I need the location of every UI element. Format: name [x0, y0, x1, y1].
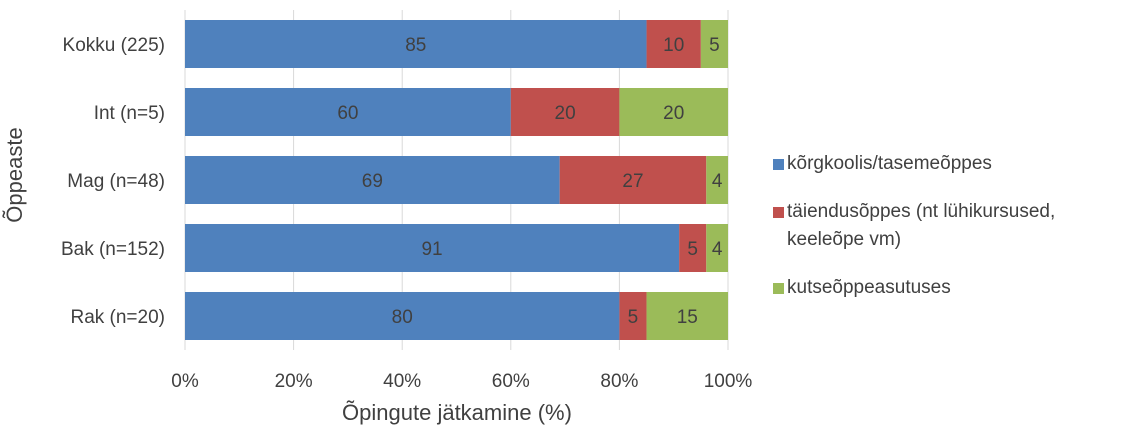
bar-segment: [706, 156, 728, 204]
x-tick-label: 60%: [492, 371, 530, 392]
bar-segment: [185, 292, 620, 340]
bar-data-label: 5: [628, 307, 639, 328]
legend-swatch-red: [773, 207, 784, 218]
legend-swatch-green: [773, 283, 784, 294]
legend-label: täiendusõppes (nt lühikursused, keeleõpe…: [787, 201, 1056, 250]
bar-segment: [185, 224, 680, 272]
bar-data-label: 85: [405, 35, 426, 56]
y-axis-title: Õppeaste: [2, 127, 27, 222]
bar-segment: [185, 88, 511, 136]
y-category-label: Int (n=5): [94, 103, 165, 124]
bar-segment: [679, 224, 707, 272]
bar-data-label: 5: [709, 35, 720, 56]
legend-item-täiendusõppes: täiendusõppes (nt lühikursused, keeleõpe…: [773, 198, 1123, 254]
x-tick-label: 40%: [383, 371, 421, 392]
bar-data-label: 15: [677, 307, 698, 328]
x-tick-label: 20%: [275, 371, 313, 392]
bar-data-label: 80: [392, 307, 413, 328]
bar-data-label: 60: [337, 103, 358, 124]
bar-data-label: 20: [663, 103, 684, 124]
legend-label: kutseõppeasutuses: [787, 277, 951, 298]
bar-segment: [700, 20, 728, 68]
bar-data-label: 20: [555, 103, 576, 124]
bar-data-label: 69: [362, 171, 383, 192]
x-axis-title: Õpingute jätkamine (%): [342, 400, 572, 425]
x-tick-label: 100%: [704, 371, 753, 392]
bar-data-label: 27: [622, 171, 643, 192]
bar-data-label: 4: [712, 171, 723, 192]
y-category-label: Mag (n=48): [67, 171, 165, 192]
x-tick-label: 80%: [600, 371, 638, 392]
bar-segment: [510, 88, 620, 136]
bar-segment: [619, 292, 647, 340]
bar-data-label: 5: [687, 239, 698, 260]
bar-data-label: 91: [421, 239, 442, 260]
legend: kõrgkoolis/tasemeõppes täiendusõppes (nt…: [773, 150, 1123, 322]
x-tick-label: 0%: [171, 371, 199, 392]
y-axis-categories: Kokku (225) Int (n=5) Mag (n=48) Bak (n=152…: [61, 35, 165, 328]
bars: [185, 20, 728, 340]
bar-segment: [185, 20, 647, 68]
y-category-label: Rak (n=20): [70, 307, 165, 328]
bar-segment: [559, 156, 707, 204]
bar-segment: [706, 224, 728, 272]
bar-segment: [619, 88, 728, 136]
legend-label: kõrgkoolis/tasemeõppes: [787, 153, 992, 174]
bar-segment: [646, 292, 728, 340]
bar-data-label: 4: [712, 239, 723, 260]
bar-segment: [646, 20, 701, 68]
legend-item-kõrgkoolis: kõrgkoolis/tasemeõppes: [773, 150, 1123, 178]
bar-segment: [185, 156, 560, 204]
y-category-label: Kokku (225): [63, 35, 165, 56]
y-category-label: Bak (n=152): [61, 239, 165, 260]
bar-data-label: 10: [663, 35, 684, 56]
legend-item-kutseõppeasutuses: kutseõppeasutuses: [773, 274, 1123, 302]
legend-swatch-blue: [773, 159, 784, 170]
x-axis-ticks: 0% 20% 40% 60% 80% 100%: [171, 371, 752, 392]
